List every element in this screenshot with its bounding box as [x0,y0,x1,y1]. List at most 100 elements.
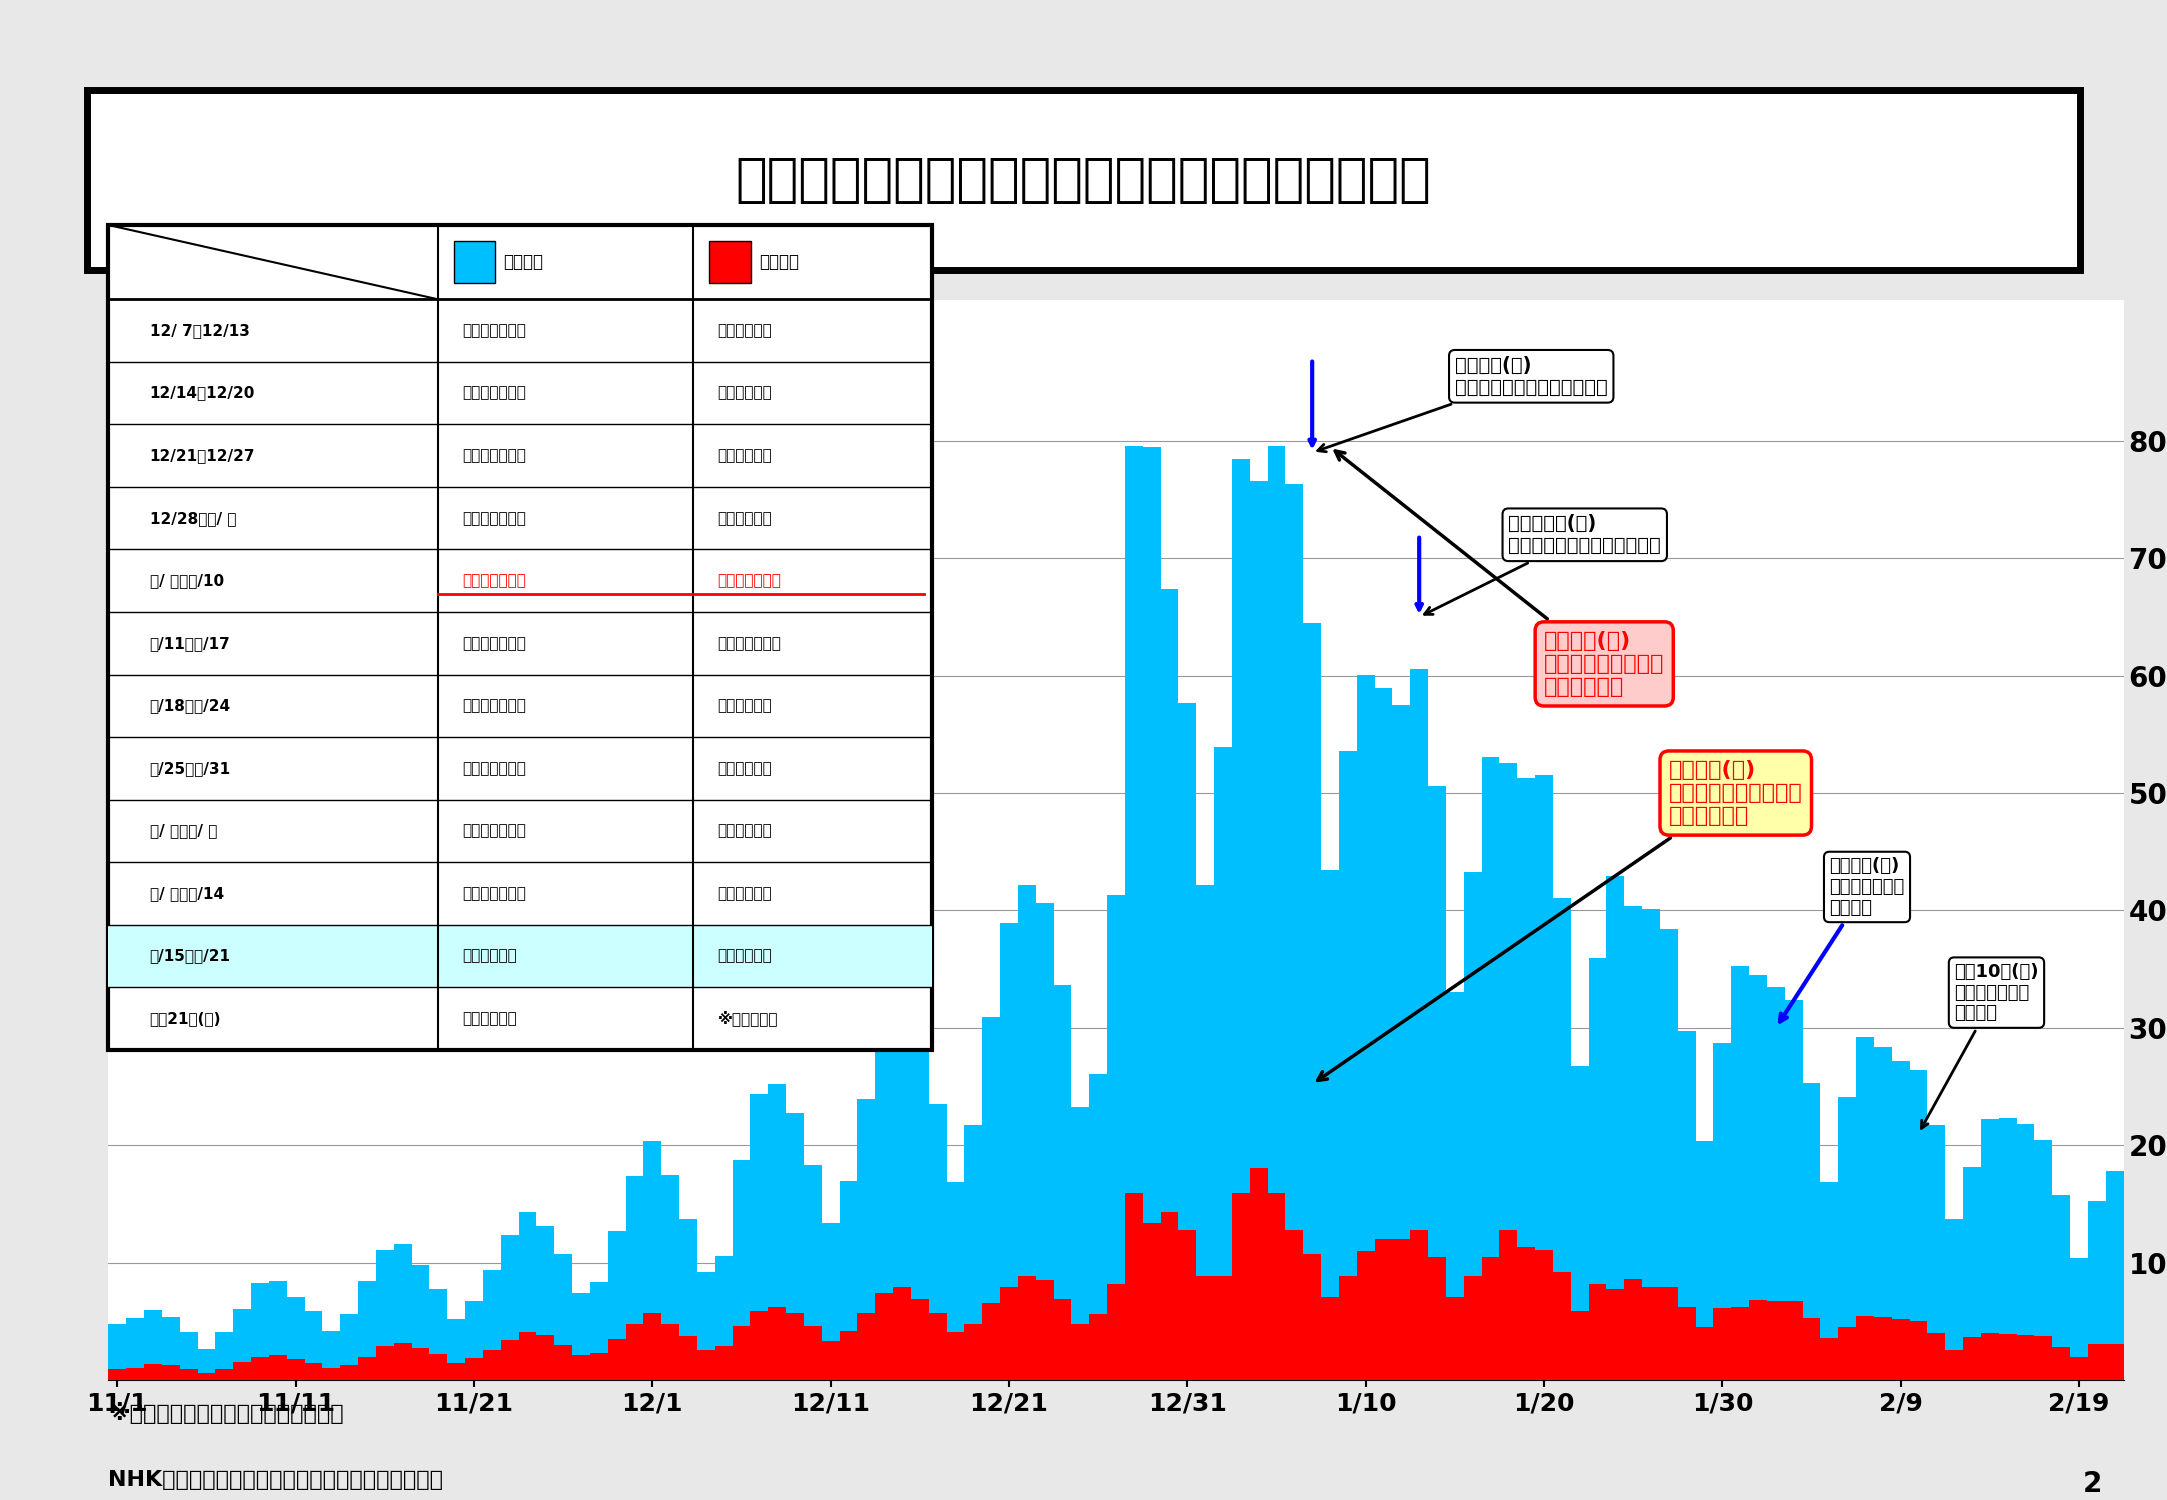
Bar [1803,1318,1820,1380]
Bar [1749,1300,1766,1380]
Bar [1714,1042,1731,1380]
Bar [1393,1239,1411,1380]
Bar [518,1212,537,1380]
Bar [1517,778,1534,1380]
Bar [982,1304,1001,1380]
Bar [607,1340,626,1380]
Bar [2052,1347,2069,1380]
Bar [1571,1065,1588,1380]
Bar [839,1180,858,1380]
Text: ２/15〜２/21: ２/15〜２/21 [150,948,230,963]
Bar [1482,758,1500,1380]
Bar [234,1362,251,1380]
Bar [306,1362,323,1380]
Bar [1820,1182,1838,1380]
Text: １月７日(木)
東京都：２，５２０人
（過去最多）: １月７日(木) 東京都：２，５２０人 （過去最多） [1318,760,1803,1080]
FancyBboxPatch shape [709,242,750,282]
Text: １０，３８２人: １０，３８２人 [462,886,527,902]
Bar [108,1324,126,1380]
Text: １月７日(木)
１都３県に緊急事態宣言発出: １月７日(木) １都３県に緊急事態宣言発出 [1318,356,1608,452]
Bar [1588,1284,1606,1380]
Bar [269,1281,286,1380]
Bar [1090,1314,1107,1380]
Bar [394,1244,412,1380]
Text: １，０３２人: １，０３２人 [462,1011,518,1026]
Bar [1018,1276,1036,1380]
Bar [1374,1239,1393,1380]
Bar [412,1348,429,1380]
Bar [358,1281,375,1380]
Bar [1554,898,1571,1380]
Bar [1803,1083,1820,1380]
Bar [750,1095,769,1380]
FancyBboxPatch shape [108,225,932,1050]
Bar [412,1264,429,1380]
Bar [804,1326,821,1380]
Bar [1660,928,1677,1380]
Bar [1820,1338,1838,1380]
Bar [1393,705,1411,1380]
Bar [1339,1276,1357,1380]
Text: ２４，２６９人: ２４，２６９人 [462,760,527,776]
Bar [1374,688,1393,1380]
Bar [2035,1336,2052,1380]
Bar [1643,909,1660,1380]
Text: 12/ 7〜12/13: 12/ 7〜12/13 [150,322,249,338]
Bar [1125,1192,1142,1380]
FancyBboxPatch shape [108,926,932,987]
Text: 12/14〜12/20: 12/14〜12/20 [150,386,256,400]
Text: １/25〜１/31: １/25〜１/31 [150,760,230,776]
Bar [1963,1167,1981,1380]
Bar [1463,871,1482,1380]
Text: ４，２２１人: ４，２２１人 [717,386,771,400]
Bar [1053,986,1070,1380]
Text: ４３，８７５人: ４３，８７５人 [462,573,527,588]
Bar [1554,1272,1571,1380]
Bar [1857,1036,1874,1380]
Text: ２，３９１人: ２，３９１人 [717,948,771,963]
Bar [875,1293,893,1380]
Bar [1660,1287,1677,1380]
Bar [1357,675,1374,1380]
Bar [394,1342,412,1380]
Bar [1322,1298,1339,1380]
Bar [323,1330,340,1380]
Bar [1500,764,1517,1380]
Bar [108,1370,126,1380]
Bar [893,1005,910,1380]
Bar [306,1311,323,1380]
Bar [1179,1230,1196,1380]
Bar [1125,446,1142,1380]
Bar [1909,1322,1926,1380]
Text: ２，６６０人: ２，６６０人 [717,886,771,902]
Bar [1339,752,1357,1380]
Bar [750,1311,769,1380]
Text: １月１３日(水)
緊急事態宣言の対象地域拡大: １月１３日(水) 緊急事態宣言の対象地域拡大 [1424,514,1662,615]
Bar [1625,1280,1643,1380]
Text: １/18〜１/24: １/18〜１/24 [150,699,230,714]
Bar [126,1368,143,1380]
Bar [197,1350,215,1380]
Bar [1090,1074,1107,1380]
Bar [1428,786,1445,1380]
Bar [1981,1119,1998,1380]
Bar [555,1254,572,1380]
Bar [1714,1308,1731,1380]
Bar [1998,1334,2017,1380]
Bar [340,1314,358,1380]
Text: ※　２７２人: ※ ２７２人 [717,1011,778,1026]
Bar [251,1282,269,1380]
Bar [1963,1338,1981,1380]
Bar [323,1368,340,1380]
Bar [2069,1258,2089,1380]
Bar [715,1346,732,1380]
Bar [375,1346,394,1380]
Bar [2035,1140,2052,1380]
Bar [1357,1251,1374,1380]
Bar [715,1256,732,1380]
Bar [1231,1192,1250,1380]
Text: １７，６８８人: １７，６８８人 [462,322,527,338]
Bar [1107,896,1125,1380]
Bar [163,1365,180,1380]
Text: １２，６８１人: １２，６８１人 [717,573,782,588]
